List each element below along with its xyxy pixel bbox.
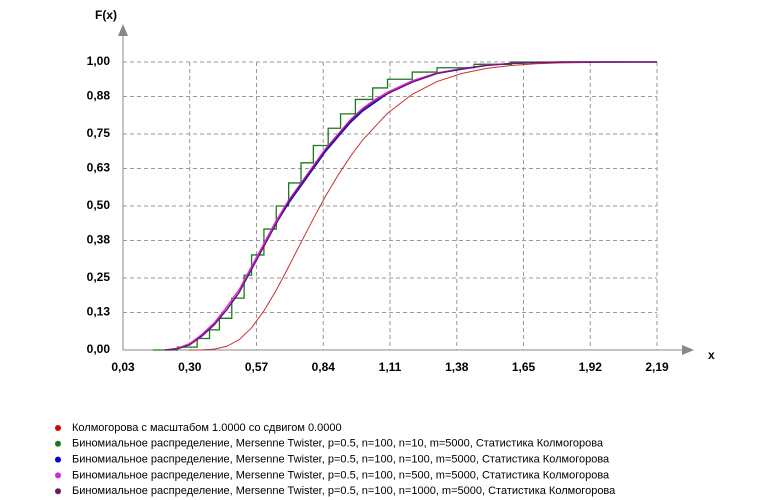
y-tick-label: 0,75 xyxy=(87,126,111,140)
y-tick-label: 0,88 xyxy=(87,89,111,103)
x-tick-label: 1,11 xyxy=(379,360,402,374)
x-tick-label: 2,19 xyxy=(645,360,669,374)
x-tick-label: 0,03 xyxy=(111,360,135,374)
series-line xyxy=(164,61,657,351)
legend-marker xyxy=(55,456,61,463)
legend-marker xyxy=(55,440,61,447)
y-axis-arrow xyxy=(118,24,128,36)
x-axis-arrow xyxy=(682,345,694,355)
y-tick-label: 1,00 xyxy=(87,54,111,68)
x-tick-label: 0,84 xyxy=(312,360,336,374)
legend-label: Колмогорова с масштабом 1.0000 со сдвиго… xyxy=(72,422,342,434)
y-tick-label: 0,63 xyxy=(87,161,111,175)
legend-marker xyxy=(55,488,61,495)
legend-marker xyxy=(55,425,61,431)
y-tick-label: 0,25 xyxy=(87,270,111,284)
legend-marker xyxy=(55,472,61,479)
legend-label: Биномиальное распределение, Mersenne Twi… xyxy=(72,438,604,450)
y-tick-label: 0,00 xyxy=(87,342,111,356)
y-axis-label: F(x) xyxy=(95,8,117,22)
x-axis-label: x xyxy=(708,348,715,362)
legend-label: Биномиальное распределение, Mersenne Twi… xyxy=(72,485,616,497)
x-tick-label: 1,65 xyxy=(512,360,536,374)
x-tick-label: 1,92 xyxy=(579,360,603,374)
x-tick-label: 1,38 xyxy=(445,360,469,374)
x-tick-label: 0,57 xyxy=(245,360,269,374)
series-line xyxy=(189,61,658,351)
y-tick-label: 0,13 xyxy=(87,305,111,319)
x-tick-label: 0,30 xyxy=(178,360,202,374)
y-tick-label: 0,38 xyxy=(87,233,111,247)
series-line xyxy=(152,61,657,351)
legend-label: Биномиальное распределение, Mersenne Twi… xyxy=(72,454,610,466)
legend-label: Биномиальное распределение, Mersenne Twi… xyxy=(72,469,610,481)
y-tick-label: 0,50 xyxy=(87,198,111,212)
